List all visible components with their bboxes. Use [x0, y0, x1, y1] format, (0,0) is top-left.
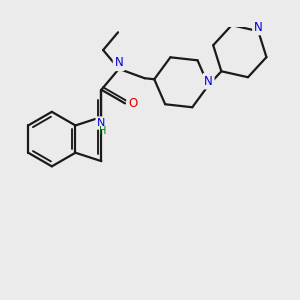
Text: H: H	[99, 126, 106, 136]
Text: O: O	[128, 97, 137, 110]
Text: N: N	[254, 20, 263, 34]
Text: N: N	[115, 56, 123, 69]
Text: N: N	[204, 75, 213, 88]
Text: N: N	[97, 118, 106, 128]
